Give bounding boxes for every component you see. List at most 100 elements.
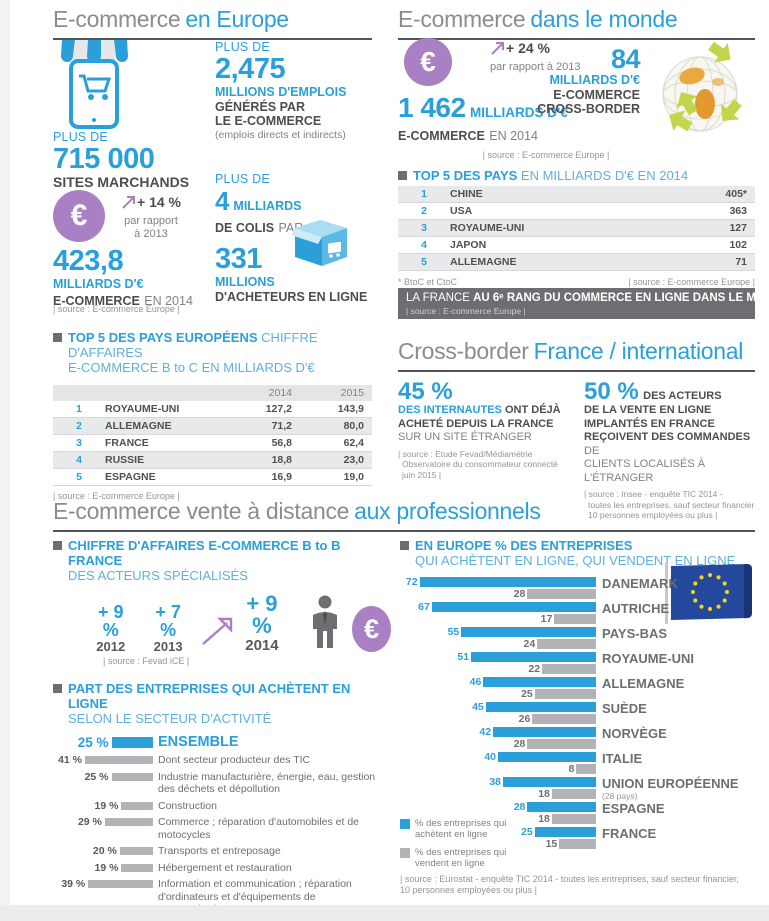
country-label: SUÈDE [602,701,647,716]
pro-right-column: EN EUROPE % DES ENTREPRISES QUI ACHÈTENT… [400,538,755,898]
bar-label: Transports et entreposage [158,845,281,857]
globe-icon [650,41,750,147]
bar-zone: 39 % [53,878,153,890]
eu-country-row: 46 ALLEMAGNE 25 [400,676,755,701]
stat-prefix: PLUS DE [53,130,108,144]
country-label: ALLEMAGNE [602,676,685,691]
stat-label: REÇOIVENT DES COMMANDES [584,431,751,443]
bar [493,727,596,737]
euro-coin-icon: € [53,190,105,242]
bar-value: 25 % [77,735,109,750]
section-ecommerce-monde: E-commerce dans le monde € + 24 % par rap… [398,6,769,328]
stat-note: (emplois directs et indirects) [215,128,346,141]
shop-tablet-icon [55,36,133,135]
bar [471,652,596,662]
bar-value: 18 [538,788,550,800]
bar-value: 29 % [77,816,102,828]
stat-label-suffix: EN 2014 [144,293,193,308]
heading-light: CHIFFRE D'AFFAIRES [68,330,318,360]
stat-label: E-COMMERCE [398,129,485,143]
stat-emplois: PLUS DE 2,475 MILLIONS D'EMPLOIS GÉNÉRÉS… [215,40,346,141]
bar [527,802,596,812]
country-label: ITALIE [602,751,643,766]
value-cell: 71 [735,256,747,268]
stat-prefix: PLUS DE [215,172,270,186]
value-cell: 127 [729,222,747,234]
bar-value: 24 [523,638,536,650]
rank-cell: 5 [76,471,82,483]
bar-label: Hébergement et restauration [158,861,292,874]
value-2014-cell: 18,8 [271,454,292,466]
value-2015-cell: 19,0 [343,471,364,483]
b2b-growth-stats: + 9 % 2012 + 7 % 2013 + 9 % 2014 [91,593,391,654]
bar-value: 25 % [84,770,109,783]
bar-zone: 41 % [53,754,153,766]
bar [527,589,596,599]
bar-value: 28 [513,738,526,750]
legend-item-vente: % des entreprises qui vendent en ligne [400,847,508,869]
bar-value: 28 [513,801,526,813]
euro-coin-icon: € [352,606,391,652]
value-cell: 405* [725,188,747,200]
bar [104,818,153,826]
bar-zone: 25 % [53,771,153,783]
value-2015-cell: 62,4 [343,437,364,449]
pro-left-column: CHIFFRE D'AFFAIRES E-COMMERCE B to B FRA… [53,538,391,921]
source-note: juin 2015 | [402,469,442,480]
france-rank-banner: LA FRANCE AU 6ᵉ RANG DU COMMERCE EN LIGN… [398,288,769,319]
value-2014-cell: 56,8 [271,437,292,449]
stat-label: GÉNÉRÉS PAR [215,99,306,114]
eu-bar-buy: 72 [400,576,596,588]
title-part: Cross-border [398,338,529,364]
stat-value: 715 000 [53,143,155,175]
bar [461,627,596,637]
eu-bar-buy: 45 [400,701,596,713]
stat-label-suffix: DE [584,444,600,457]
stat-value: 45 % [398,378,453,405]
bar [532,714,596,724]
eu-country-row: 42 NORVÈGE 28 [400,726,755,751]
source-note: | source : Insee - enquête TIC 2014 - [584,489,723,499]
bar [527,739,596,749]
eu-bar-buy: 38 [400,776,596,788]
eu-bar-sell: 25 [400,688,596,700]
country-label: ESPAGNE [602,801,665,816]
stat-value: + 7 % [155,602,181,640]
eu-bar-sell: 28 [400,588,596,600]
country-label: ROYAUME-UNI [602,651,694,666]
bar [502,777,596,787]
country-cell: JAPON [450,239,487,251]
source-note: | source : E-commerce Europe | [53,491,180,501]
table-row: 2 ALLEMAGNE 71,2 80,0 [53,418,372,435]
eu-bar-sell: 15 [400,838,596,850]
country-label: PAYS-BAS [602,626,668,641]
sector-bar-row: 25 % ENSEMBLE [53,735,391,750]
source-note: Observatoire du consommateur connecté [402,459,558,469]
divider [398,370,755,372]
country-label: DANEMARK [602,576,678,591]
bar-value: 25 [521,826,533,838]
heading-bold: PART DES ENTREPRISES QUI ACHÈTENT EN LIG… [68,681,351,711]
stat-acheteurs: 331 MILLIONS D'ACHETEURS EN LIGNE [215,244,367,304]
value-2015-cell: 80,0 [343,420,364,432]
section-title-cross-border: Cross-border France / international [398,338,755,365]
eu-flag-icon [662,560,757,635]
eu-country-row: 28 ESPAGNE 18 [400,801,755,826]
bar-label: Dont secteur producteur des TIC [158,754,311,766]
stat-label: ONT DÉJÀ [504,404,561,416]
section-top5-europe: TOP 5 DES PAYS EUROPÉENS CHIFFRE D'AFFAI… [53,330,372,501]
country-label: UNION EUROPÉENNE (28 pays) [602,776,739,801]
bar [121,863,153,872]
title-part: E-commerce [53,6,181,32]
stat-unit: MILLIONS D'EMPLOIS [215,85,347,99]
bar-value: 51 [457,651,470,663]
square-bullet-icon [53,684,62,693]
value-2015-cell: 143,9 [337,403,364,415]
eu-country-row: 40 ITALIE 8 [400,751,755,776]
value-cell: 363 [729,205,747,217]
stat-value: 84 [610,44,641,74]
businessman-icon [308,595,342,654]
bar-value: 39 % [61,878,86,890]
bar [576,764,596,774]
stat-label: D'ACHETEURS EN LIGNE [215,289,368,304]
